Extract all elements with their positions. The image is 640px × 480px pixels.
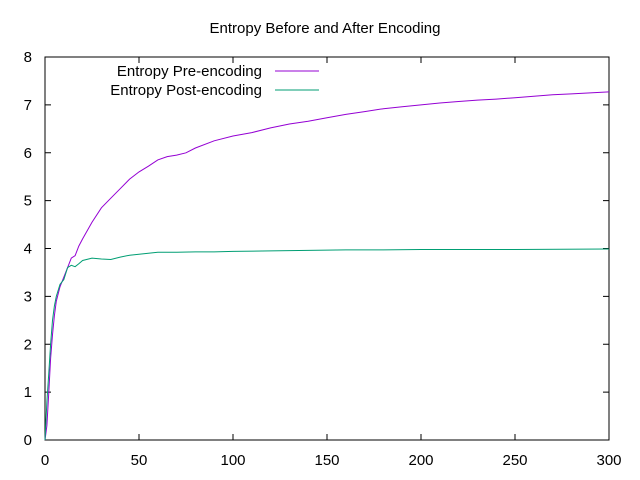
series-line-pre-encoding (44, 91, 610, 441)
x-tick-label: 250 (502, 452, 527, 469)
y-tick-label: 7 (24, 97, 32, 114)
chart-title: Entropy Before and After Encoding (210, 20, 441, 37)
plot-border (44, 56, 610, 441)
x-tick-label: 150 (314, 452, 339, 469)
y-tick-label: 4 (24, 241, 32, 258)
legend: Entropy Pre-encoding Entropy Post-encodin… (110, 63, 319, 99)
series-line-post-encoding (44, 248, 610, 441)
x-tick-label: 200 (408, 452, 433, 469)
y-tick-label: 1 (24, 384, 32, 401)
x-tick-label: 50 (131, 452, 148, 469)
axis-ticks: 0 50 100 150 200 250 300 0 1 2 3 4 5 6 7 8 (24, 49, 622, 469)
y-tick-label: 6 (24, 145, 32, 162)
y-tick-label: 2 (24, 336, 32, 353)
x-tick-label: 300 (596, 452, 621, 469)
x-tick-label: 0 (41, 452, 49, 469)
legend-label: Entropy Post-encoding (110, 82, 262, 99)
y-tick-label: 5 (24, 193, 32, 210)
y-tick-label: 3 (24, 288, 32, 305)
x-tick-label: 100 (220, 452, 245, 469)
y-tick-label: 8 (24, 49, 32, 66)
plot-frame (44, 56, 610, 441)
y-tick-label: 0 (24, 432, 32, 449)
legend-label: Entropy Pre-encoding (117, 63, 262, 80)
series-lines (44, 91, 610, 441)
